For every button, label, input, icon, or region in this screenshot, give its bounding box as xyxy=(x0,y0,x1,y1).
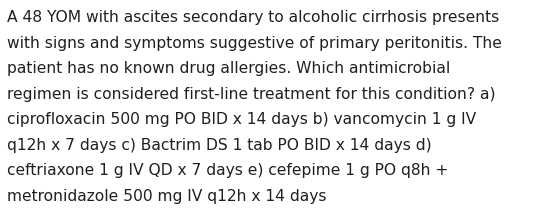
Text: ceftriaxone 1 g IV QD x 7 days e) cefepime 1 g PO q8h +: ceftriaxone 1 g IV QD x 7 days e) cefepi… xyxy=(7,163,449,178)
Text: patient has no known drug allergies. Which antimicrobial: patient has no known drug allergies. Whi… xyxy=(7,61,450,76)
Text: metronidazole 500 mg IV q12h x 14 days: metronidazole 500 mg IV q12h x 14 days xyxy=(7,189,327,204)
Text: A 48 YOM with ascites secondary to alcoholic cirrhosis presents: A 48 YOM with ascites secondary to alcoh… xyxy=(7,10,499,25)
Text: ciprofloxacin 500 mg PO BID x 14 days b) vancomycin 1 g IV: ciprofloxacin 500 mg PO BID x 14 days b)… xyxy=(7,112,477,127)
Text: regimen is considered first-line treatment for this condition? a): regimen is considered first-line treatme… xyxy=(7,87,496,102)
Text: with signs and symptoms suggestive of primary peritonitis. The: with signs and symptoms suggestive of pr… xyxy=(7,36,502,51)
Text: q12h x 7 days c) Bactrim DS 1 tab PO BID x 14 days d): q12h x 7 days c) Bactrim DS 1 tab PO BID… xyxy=(7,138,432,153)
